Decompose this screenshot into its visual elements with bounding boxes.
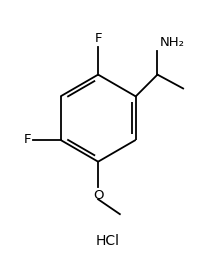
Text: F: F (23, 133, 31, 147)
Text: NH₂: NH₂ (159, 36, 184, 49)
Text: HCl: HCl (96, 234, 120, 248)
Text: O: O (93, 189, 103, 202)
Text: F: F (94, 32, 102, 45)
